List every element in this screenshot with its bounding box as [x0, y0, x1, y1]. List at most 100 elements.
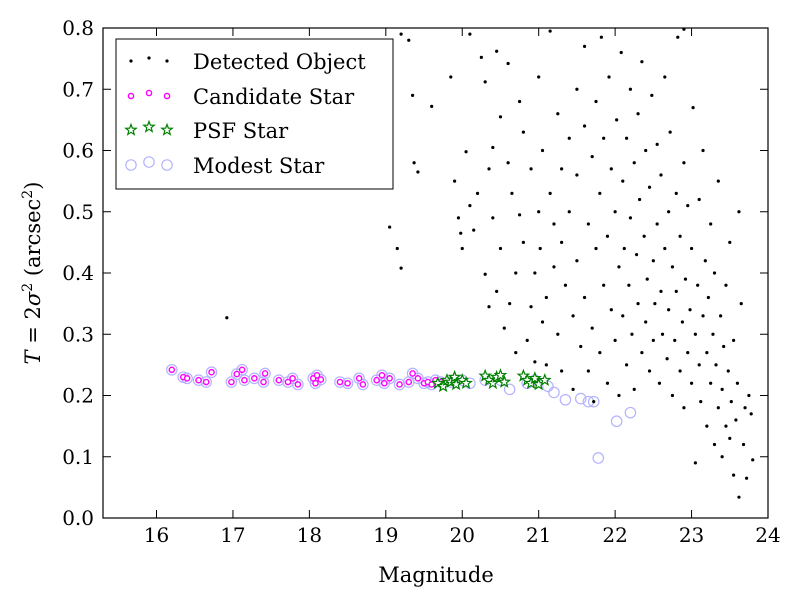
- detected-object-point: [517, 99, 522, 104]
- candidate-star-point: [386, 375, 393, 382]
- detected-object-point: [468, 32, 472, 36]
- detected-object-point: [540, 148, 545, 153]
- detected-object-point: [693, 332, 697, 336]
- psf-star-point: [430, 376, 445, 390]
- detected-object-point: [737, 210, 741, 214]
- candidate-star-point: [183, 375, 191, 382]
- detected-object-point: [575, 87, 579, 91]
- detected-object-point: [491, 216, 495, 220]
- detected-object-point: [590, 155, 594, 159]
- detected-object-point: [644, 148, 648, 153]
- detected-object-point: [709, 222, 713, 226]
- detected-object-point: [732, 473, 736, 477]
- candidate-star-point: [359, 381, 367, 388]
- detected-object-point: [729, 400, 733, 404]
- detected-object-point: [619, 50, 623, 55]
- detected-object-series: [170, 27, 755, 499]
- detected-object-point: [586, 222, 590, 226]
- detected-object-point: [645, 277, 649, 281]
- detected-object-point: [659, 173, 663, 177]
- detected-object-point: [683, 277, 688, 281]
- detected-object-point: [732, 338, 736, 342]
- detected-object-point: [678, 369, 682, 373]
- detected-object-point: [475, 191, 480, 195]
- detected-object-point: [602, 283, 606, 287]
- detected-object-point: [751, 458, 755, 462]
- detected-object-point: [560, 369, 564, 373]
- detected-object-point: [739, 302, 743, 306]
- candidate-star-point: [414, 375, 422, 382]
- detected-object-point: [628, 87, 633, 91]
- detected-object-point: [498, 246, 503, 251]
- legend-swatch-detected-object: [147, 56, 151, 60]
- detected-object-point: [571, 314, 575, 318]
- detected-object-point: [544, 295, 548, 300]
- modest-star-point: [353, 372, 365, 385]
- x-axis-label: Magnitude: [378, 563, 494, 587]
- detected-object-point: [483, 272, 487, 276]
- candidate-star-point: [228, 378, 235, 386]
- candidate-star-point: [260, 378, 267, 386]
- modest-star-point: [624, 406, 637, 419]
- detected-object-point: [533, 360, 537, 364]
- detected-object-point: [548, 29, 552, 33]
- detected-object-point: [538, 246, 542, 251]
- detected-object-point: [670, 265, 675, 269]
- candidate-star-point: [355, 375, 363, 382]
- detected-object-point: [743, 406, 747, 410]
- detected-object-point: [644, 320, 648, 324]
- detected-object-point: [749, 412, 753, 416]
- detected-object-point: [399, 32, 403, 36]
- detected-object-point: [719, 314, 723, 318]
- modest-star-point: [587, 395, 600, 408]
- candidate-star-point: [168, 366, 176, 374]
- detected-object-point: [640, 60, 644, 64]
- x-tick-label: 21: [526, 523, 551, 547]
- detected-object-point: [508, 302, 512, 306]
- modest-star-point: [257, 376, 270, 388]
- detected-object-point: [575, 173, 579, 177]
- detected-object-point: [537, 210, 541, 214]
- detected-object-point: [521, 130, 526, 134]
- detected-object-point: [563, 283, 568, 287]
- legend-swatch-candidate-star: [127, 92, 135, 100]
- detected-object-point: [712, 271, 717, 275]
- detected-object-point: [665, 357, 669, 361]
- candidate-star-point: [261, 370, 269, 377]
- detected-object-point: [737, 495, 741, 499]
- detected-object-point: [744, 476, 749, 480]
- candidate-star-point: [380, 379, 388, 387]
- detected-object-point: [711, 332, 715, 336]
- detected-object-point: [624, 363, 629, 367]
- x-tick-label: 24: [755, 523, 780, 547]
- detected-object-point: [716, 406, 720, 410]
- y-tick-label: 0.3: [62, 322, 94, 346]
- candidate-star-point: [396, 381, 403, 388]
- x-tick-label: 23: [679, 523, 704, 547]
- detected-object-point: [650, 93, 654, 97]
- legend-swatch-psf-star: [142, 119, 156, 133]
- modest-star-point: [503, 383, 516, 396]
- detected-object-point: [682, 406, 686, 410]
- y-tick-label: 0.1: [62, 445, 94, 469]
- detected-object-point: [693, 461, 697, 465]
- detected-object-point: [617, 393, 621, 398]
- detected-object-point: [495, 49, 499, 53]
- detected-object-point: [636, 302, 640, 306]
- y-tick-label: 0.2: [62, 384, 94, 408]
- x-tick-label: 22: [602, 523, 627, 547]
- detected-object-point: [724, 424, 728, 428]
- detected-object-point: [701, 314, 705, 318]
- candidate-star-point: [284, 378, 292, 386]
- detected-object-point: [487, 305, 491, 309]
- candidate-star-point: [241, 376, 248, 384]
- detected-object-point: [613, 210, 617, 214]
- detected-object-point: [670, 393, 675, 398]
- legend: Detected Object Candidate Star PSF Star …: [115, 38, 394, 190]
- detected-object-point: [716, 179, 720, 183]
- modest-star-point: [383, 372, 396, 385]
- detected-object-point: [571, 387, 575, 391]
- modest-star-point: [357, 378, 369, 391]
- detected-object-point: [622, 246, 626, 251]
- detected-object-point: [607, 75, 611, 79]
